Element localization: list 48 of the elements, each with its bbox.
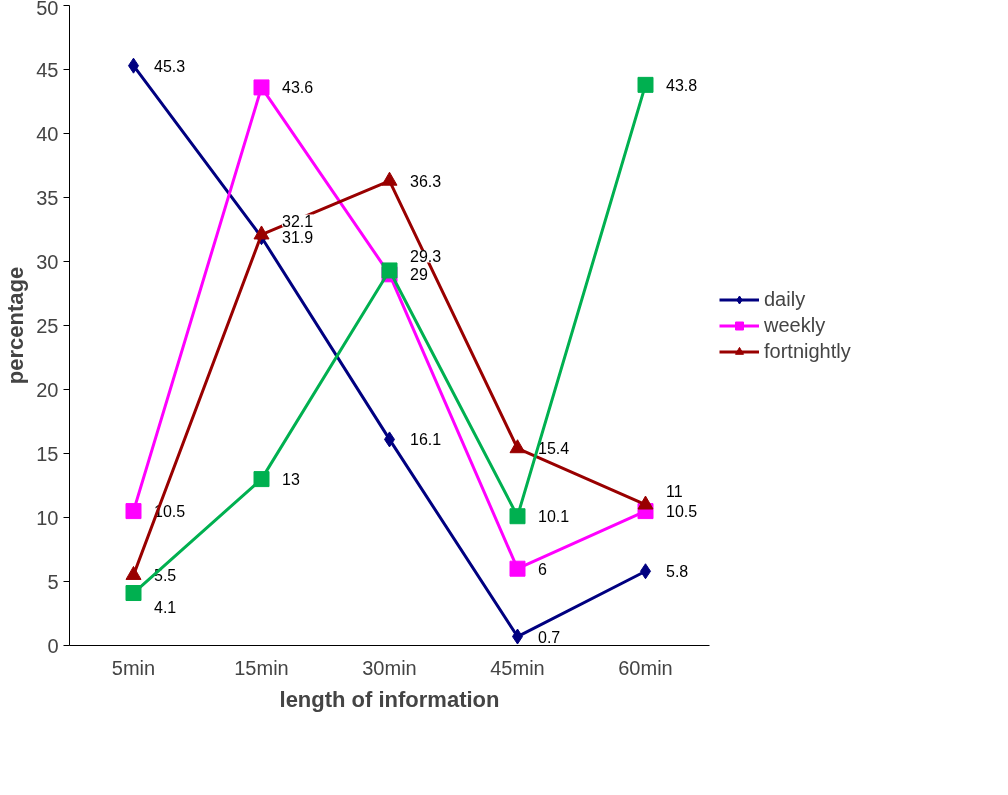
- x-tick-label: 30min: [362, 656, 417, 679]
- data-label: 43.8: [665, 76, 698, 94]
- point: [509, 439, 526, 454]
- point: [637, 76, 654, 93]
- data-label: 4.1: [153, 599, 177, 617]
- y-tick-label: 25: [36, 314, 59, 337]
- point: [125, 585, 142, 602]
- x-tick-label: 60min: [618, 656, 673, 679]
- y-tick-label: 0: [47, 634, 59, 657]
- data-label: 45.3: [153, 57, 186, 75]
- point: [253, 471, 270, 488]
- y-tick-label: 20: [36, 378, 59, 401]
- y-tick-label: 40: [36, 122, 59, 145]
- x-tick-label: 15min: [234, 656, 289, 679]
- y-tick-label: 45: [36, 58, 59, 81]
- data-label: 10.1: [537, 508, 570, 526]
- data-label: 5.8: [665, 563, 689, 581]
- data-label: 13: [281, 471, 300, 489]
- data-label: 11: [665, 482, 683, 500]
- y-tick-label: 35: [36, 186, 59, 209]
- y-tick-label: 5: [47, 570, 59, 593]
- y-tick-label: 15: [36, 442, 59, 465]
- x-axis-title: length of information: [279, 686, 500, 712]
- data-label: 10.5: [665, 503, 698, 521]
- legend-label: fortnightly: [764, 339, 851, 363]
- data-label: 32.1: [281, 212, 314, 230]
- data-label: 6: [537, 560, 547, 578]
- point: [509, 560, 526, 577]
- point: [381, 262, 398, 279]
- point: [125, 503, 142, 520]
- y-tick-label: 50: [36, 0, 59, 19]
- x-tick-label: 45min: [490, 656, 545, 679]
- data-label: 43.6: [281, 79, 314, 97]
- point: [509, 508, 526, 525]
- data-label: 0.7: [537, 628, 561, 646]
- data-label: 31.9: [281, 229, 314, 247]
- legend-label: weekly: [764, 313, 826, 337]
- point: [253, 79, 270, 96]
- x-tick-label: 5min: [111, 656, 156, 679]
- data-label: 29.3: [409, 248, 442, 266]
- data-label: 29: [409, 266, 428, 284]
- data-label: 36.3: [409, 172, 442, 190]
- y-tick-label: 10: [36, 506, 59, 529]
- legend-label: daily: [764, 287, 806, 311]
- y-axis-title: percentage: [3, 266, 29, 385]
- y-tick-label: 30: [36, 250, 59, 273]
- data-label: 15.4: [537, 440, 570, 458]
- data-label: 16.1: [409, 431, 442, 449]
